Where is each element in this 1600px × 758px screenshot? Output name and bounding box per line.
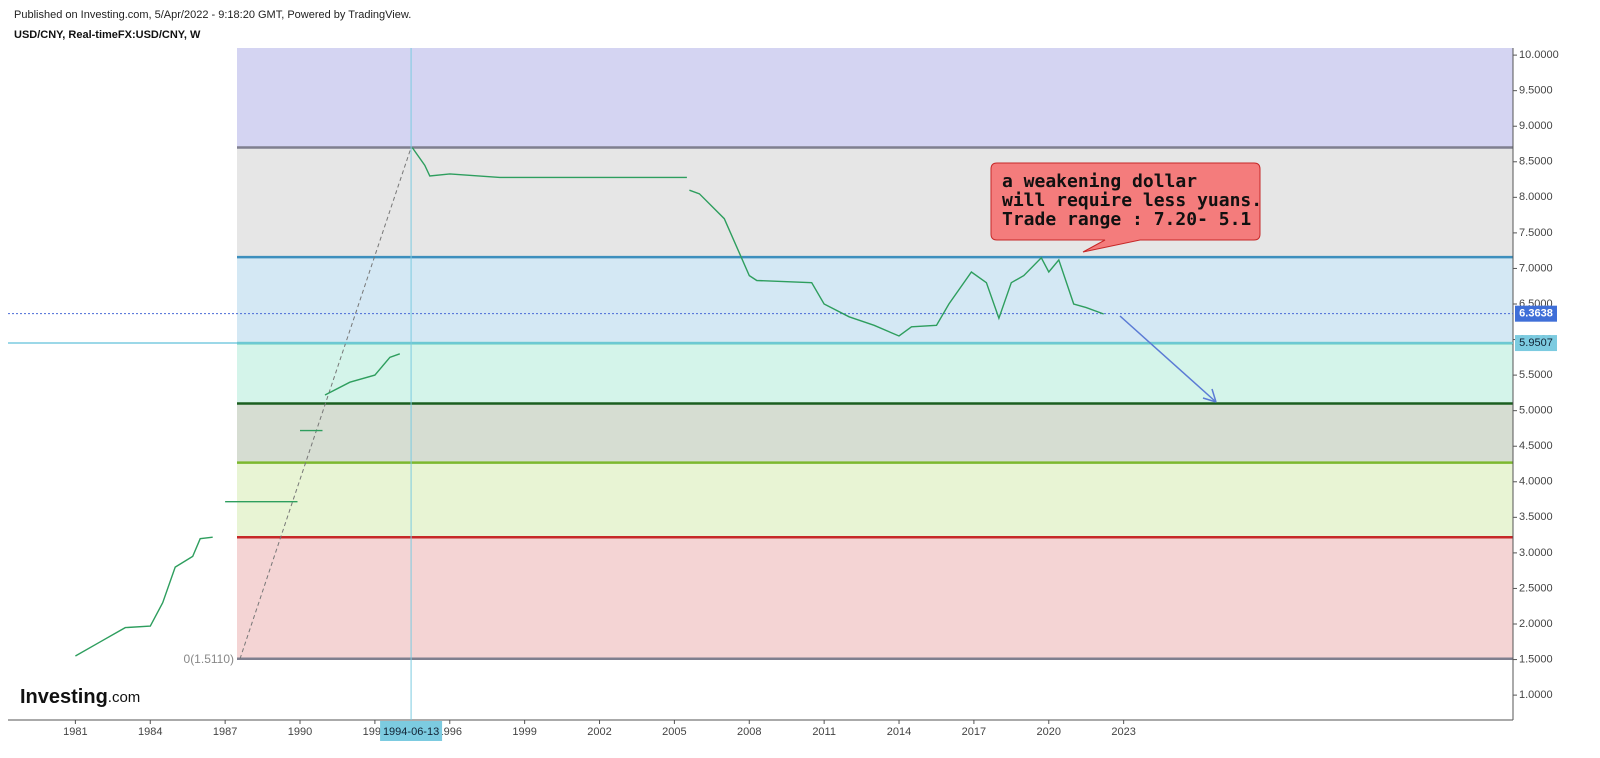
x-tick-label: 2023 — [1111, 726, 1135, 738]
x-tick-label: 1990 — [288, 726, 312, 738]
x-tick-label: 2008 — [737, 726, 761, 738]
x-tick-label: 1981 — [63, 726, 87, 738]
x-tick-label: 1999 — [512, 726, 536, 738]
callout-text: Trade range : 7.20- 5.1 — [1002, 209, 1251, 230]
fib-trend-line — [239, 147, 412, 659]
y-tick-label: 5.5000 — [1519, 369, 1553, 381]
y-tick-label: 9.5000 — [1519, 85, 1553, 97]
symbol-title: USD/CNY, Real-timeFX:USD/CNY, W — [14, 29, 201, 41]
date-label-bg — [380, 721, 443, 741]
y-tick-label: 3.0000 — [1519, 547, 1553, 559]
y-tick-label: 3.5000 — [1519, 511, 1553, 523]
y-tick-label: 7.5000 — [1519, 227, 1553, 239]
x-tick-label: 1996 — [438, 726, 462, 738]
x-tick-label: 2002 — [587, 726, 611, 738]
y-tick-label: 1.0000 — [1519, 689, 1553, 701]
callout-box — [990, 162, 1261, 253]
published-note: Published on Investing.com, 5/Apr/2022 -… — [14, 9, 411, 21]
y-tick-label: 8.0000 — [1519, 191, 1553, 203]
callout-text: will require less yuans. — [1002, 190, 1262, 211]
fib-band — [237, 257, 1513, 344]
price-tag — [1515, 335, 1557, 352]
logo-brand: Investing — [20, 686, 108, 708]
x-tick-label: 2014 — [887, 726, 911, 738]
y-tick-label: 2.0000 — [1519, 618, 1553, 630]
price-tag — [1515, 305, 1557, 322]
y-tick-label: 4.0000 — [1519, 476, 1553, 488]
y-tick-label: 4.5000 — [1519, 440, 1553, 452]
fib-band — [237, 343, 1513, 404]
y-tick-label: 7.0000 — [1519, 262, 1553, 274]
y-tick-label: 10.0000 — [1519, 49, 1559, 61]
x-tick-label: 2005 — [662, 726, 686, 738]
y-tick-label: 5.0000 — [1519, 405, 1553, 417]
logo-brand: Investing.com — [20, 686, 140, 708]
logo-suffix: .com — [108, 689, 141, 706]
price-tag-label: 6.3638 — [1519, 308, 1553, 320]
x-tick-label: 2017 — [962, 726, 986, 738]
fib-band — [237, 537, 1513, 659]
forecast-arrow — [1119, 315, 1217, 403]
date-label: 1994-06-13 — [383, 726, 439, 738]
fib-band — [237, 147, 1513, 258]
price-line — [75, 147, 1104, 657]
y-tick-label: 2.5000 — [1519, 582, 1553, 594]
x-tick-label: 2020 — [1037, 726, 1061, 738]
x-tick-label: 2011 — [812, 726, 836, 738]
callout-text: a weakening dollar — [1002, 171, 1197, 192]
price-tag-label: 5.9507 — [1519, 337, 1553, 349]
fib-band — [237, 403, 1513, 463]
y-tick-label: 9.0000 — [1519, 120, 1553, 132]
fib-band — [237, 48, 1513, 148]
x-tick-label: 1987 — [213, 726, 237, 738]
y-tick-label: 8.5000 — [1519, 156, 1553, 168]
forecast-arrow-head — [1202, 388, 1217, 403]
fib-band — [237, 462, 1513, 538]
x-tick-label: 1984 — [138, 726, 162, 738]
y-tick-label: 1.5000 — [1519, 653, 1553, 665]
fib-label: 0(1.5110) — [184, 652, 234, 666]
